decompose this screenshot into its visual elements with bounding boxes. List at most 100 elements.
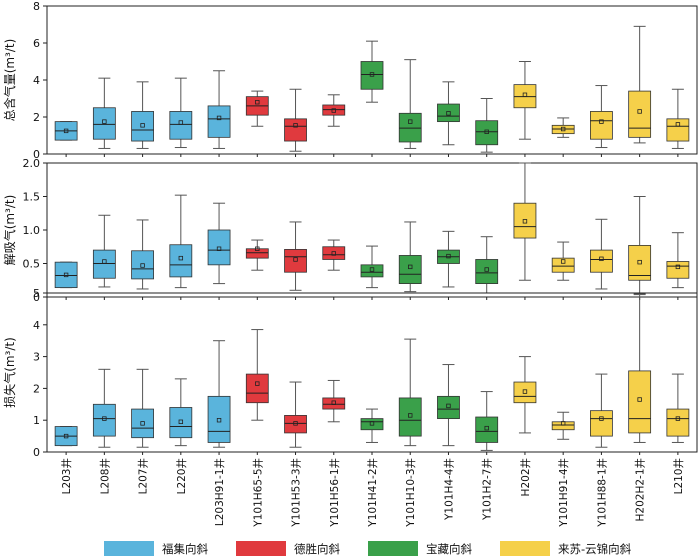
box-iqr xyxy=(628,90,652,138)
mean-marker xyxy=(216,115,222,121)
y-tick-label: 6 xyxy=(33,37,40,50)
box-iqr xyxy=(284,249,307,273)
box-iqr xyxy=(398,255,422,285)
box-iqr xyxy=(590,111,613,140)
y-tick-label: 0 xyxy=(33,291,40,304)
y-axis-label: 解吸气(m³/t) xyxy=(2,195,17,266)
mean-marker xyxy=(369,267,375,272)
mean-marker xyxy=(522,389,528,394)
mean-marker xyxy=(293,123,298,128)
mean-marker xyxy=(446,111,451,116)
mean-marker xyxy=(293,421,298,426)
mean-marker xyxy=(178,419,184,424)
mean-marker xyxy=(522,92,528,97)
y-tick-label: 2 xyxy=(33,111,40,124)
y-tick-label: 1 xyxy=(33,414,40,427)
box-iqr xyxy=(360,61,384,90)
box-iqr xyxy=(92,249,116,279)
box-iqr xyxy=(54,261,78,289)
mean-marker xyxy=(102,416,107,421)
mean-marker xyxy=(560,421,566,426)
mean-marker xyxy=(408,119,413,124)
x-tick-label: L207井 xyxy=(137,458,150,494)
box-iqr xyxy=(551,421,575,431)
box-iqr xyxy=(322,246,346,260)
mean-marker xyxy=(637,259,642,265)
mean-marker xyxy=(216,246,222,251)
mean-marker xyxy=(293,257,298,262)
box-iqr xyxy=(590,410,613,437)
mean-marker xyxy=(446,403,451,409)
legend-label: 宝藏向斜 xyxy=(426,542,472,556)
mean-marker xyxy=(63,128,69,134)
box-iqr xyxy=(590,249,613,273)
mean-marker xyxy=(331,400,336,405)
mean-marker xyxy=(102,259,107,264)
mean-marker xyxy=(255,246,260,251)
mean-marker xyxy=(675,122,681,127)
x-tick-label: L203井 xyxy=(60,458,73,494)
y-tick-label: 5 xyxy=(33,287,40,300)
mean-marker xyxy=(560,259,566,264)
mean-marker xyxy=(675,264,681,270)
mean-marker xyxy=(599,416,604,421)
x-tick-label: Y101H2-7井 xyxy=(481,458,494,521)
mean-marker xyxy=(331,251,336,256)
box-iqr xyxy=(169,407,193,439)
y-tick-label: 4 xyxy=(33,319,40,332)
legend-swatch xyxy=(236,541,286,556)
box-iqr xyxy=(131,408,154,439)
mean-marker xyxy=(560,126,566,132)
box-iqr xyxy=(131,111,154,142)
box-iqr xyxy=(628,245,652,281)
mean-marker xyxy=(446,253,451,259)
mean-marker xyxy=(140,263,145,268)
x-tick-label: L203H91-1井 xyxy=(213,458,226,526)
legend-label: 德胜向斜 xyxy=(294,542,340,556)
y-tick-label: 1.5 xyxy=(23,191,41,204)
y-tick-label: 4 xyxy=(33,74,40,87)
x-tick-label: Y101H41-2井 xyxy=(366,458,379,528)
mean-marker xyxy=(255,381,260,386)
box-iqr xyxy=(169,111,193,140)
box-iqr xyxy=(551,257,575,273)
box-iqr xyxy=(513,381,537,404)
x-tick-label: Y101H65-5井 xyxy=(251,458,264,528)
box-iqr xyxy=(131,250,154,280)
y-tick-label: 3 xyxy=(33,351,40,364)
box-iqr xyxy=(207,395,231,443)
mean-marker xyxy=(178,120,184,125)
box-iqr xyxy=(207,105,231,138)
x-tick-label: H202井 xyxy=(519,458,532,496)
box-iqr xyxy=(207,229,231,266)
y-tick-label: 1.0 xyxy=(23,224,41,237)
x-tick-label: Y101H91-4井 xyxy=(557,458,570,528)
mean-marker xyxy=(675,416,681,421)
mean-marker xyxy=(178,255,184,261)
y-tick-label: 2 xyxy=(33,382,40,395)
mean-marker xyxy=(484,129,489,134)
box-iqr xyxy=(666,408,690,437)
legend-swatch xyxy=(500,541,550,556)
y-axis-label: 损失气(m³/t) xyxy=(2,337,17,408)
mean-marker xyxy=(637,109,642,114)
mean-marker xyxy=(599,256,604,262)
box-iqr xyxy=(513,202,537,239)
mean-marker xyxy=(140,123,145,128)
box-iqr xyxy=(245,248,269,259)
box-iqr xyxy=(475,120,499,146)
x-tick-label: L220井 xyxy=(175,458,188,494)
legend-label: 福集向斜 xyxy=(162,542,208,556)
x-tick-label: L208井 xyxy=(98,458,111,494)
mean-marker xyxy=(102,119,107,124)
mean-marker xyxy=(369,421,375,426)
y-tick-label: 0 xyxy=(33,446,40,459)
mean-marker xyxy=(63,433,69,439)
mean-marker xyxy=(63,272,69,278)
box-iqr xyxy=(284,415,307,434)
x-tick-label: L210井 xyxy=(672,458,685,494)
legend-swatch xyxy=(104,541,154,556)
box-iqr xyxy=(437,103,460,123)
mean-marker xyxy=(522,219,528,224)
